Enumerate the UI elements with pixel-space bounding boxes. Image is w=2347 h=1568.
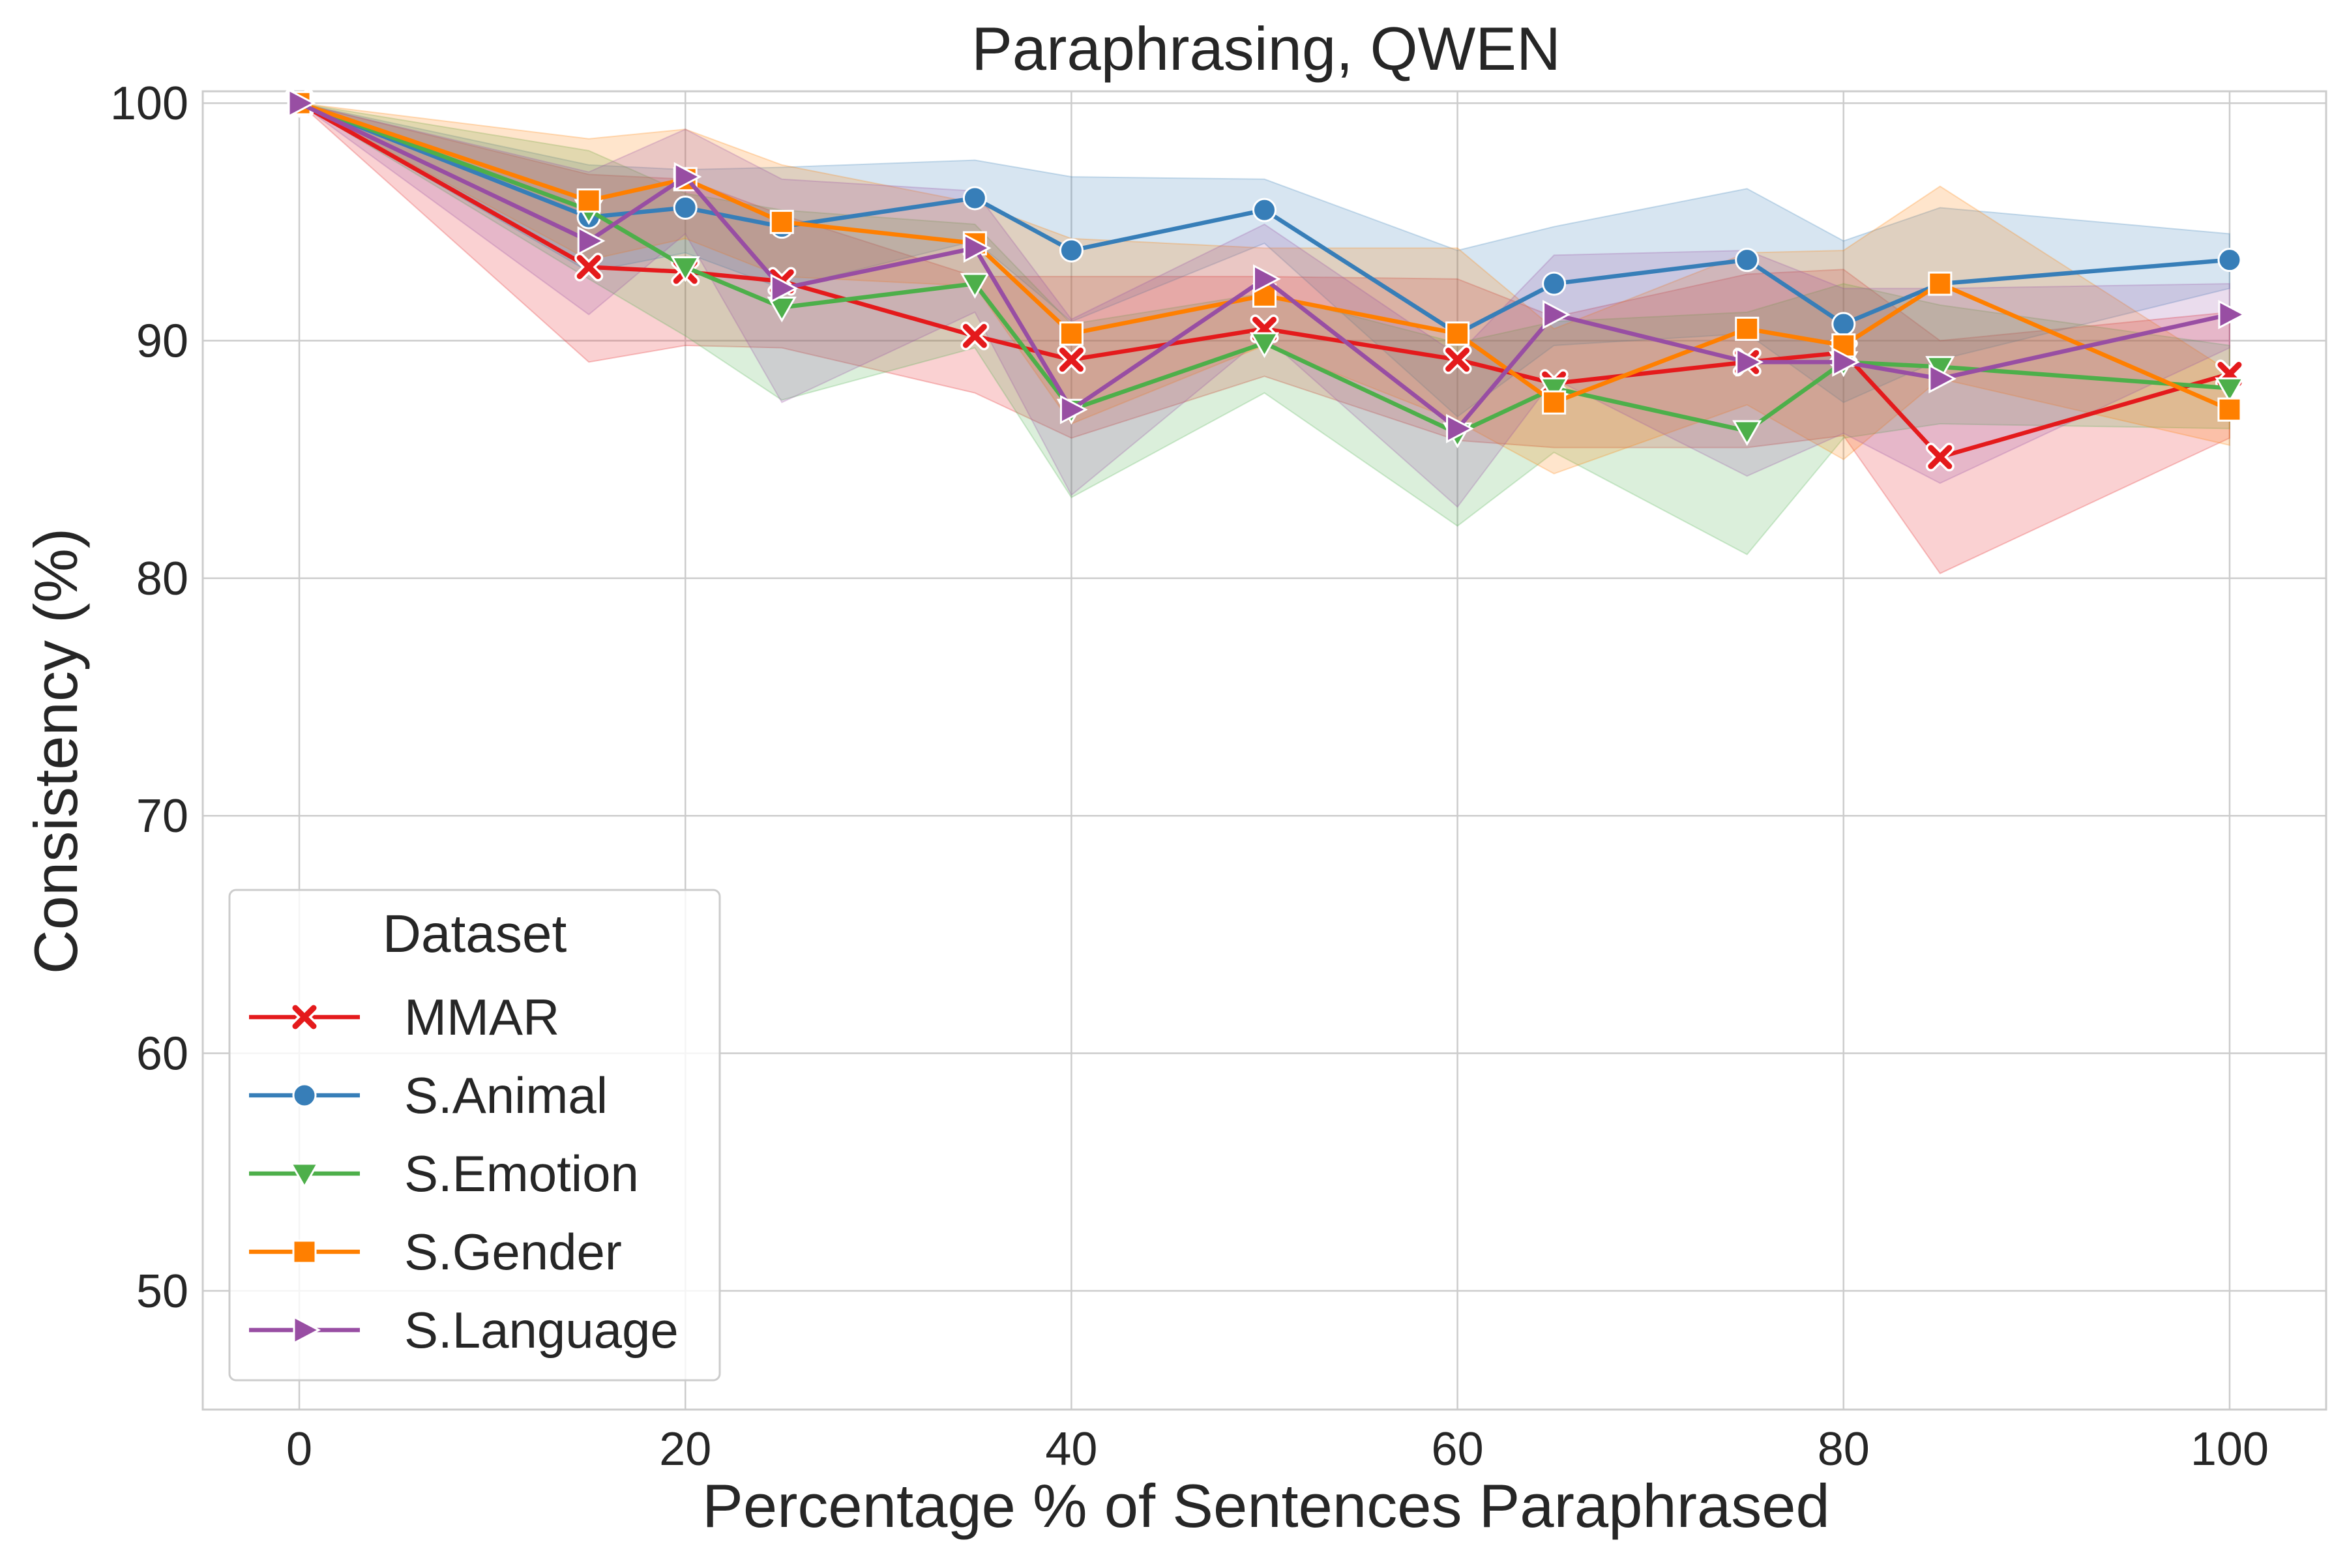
legend-label: S.Emotion [404,1145,639,1202]
data-point [670,256,700,282]
data-point [1249,332,1280,359]
marker-cross [292,1005,317,1029]
legend-frame [228,889,721,1382]
data-point [769,209,794,234]
data-point [1925,443,1955,472]
y-tick-label: 50 [136,1265,188,1318]
x-tick-label: 100 [2191,1423,2269,1475]
chart-title: Paraphrasing, QWEN [971,14,1561,83]
data-point [1928,271,1953,296]
marker-cross [1059,348,1084,372]
x-tick-label: 0 [286,1423,312,1475]
data-point [963,233,992,263]
y-tick-label: 90 [136,316,188,368]
legend-marker [290,1003,319,1031]
legend-label: S.Language [404,1301,679,1359]
data-point [1735,347,1764,377]
data-point [574,252,604,282]
data-point [1057,345,1086,374]
data-point [1832,347,1860,377]
data-point [2217,248,2242,273]
legend-marker [289,1162,319,1189]
data-point [2218,299,2247,329]
data-point [1253,264,1281,294]
y-axis-label: Consistency (%) [22,528,90,974]
x-tick-label: 20 [659,1423,711,1475]
data-point [1059,238,1084,263]
data-point [1543,299,1571,329]
legend-marker [293,1315,321,1345]
y-tick-label: 60 [136,1028,188,1080]
data-point [1059,394,1088,424]
legend-title: Dataset [383,904,567,964]
data-point [770,273,799,303]
marker-cross [1928,445,1953,469]
plot-frame [201,90,2327,1411]
data-point [960,273,990,299]
legend-label: S.Gender [404,1223,622,1280]
data-point [1928,364,1957,394]
data-point [1445,321,1470,346]
y-tick-label: 80 [136,553,188,605]
x-axis-label: Percentage % of Sentences Paraphrased [702,1472,1830,1540]
data-point [288,88,316,118]
y-tick-label: 100 [110,78,188,130]
data-point [1735,248,1760,273]
data-point [673,162,702,192]
x-tick-label: 40 [1045,1423,1097,1475]
data-point [673,196,698,220]
data-point [1252,198,1277,222]
marker-cross [962,323,987,348]
marker-cross [1445,348,1470,372]
data-point [962,186,987,211]
data-point [1831,312,1856,336]
legend-marker [292,1083,317,1108]
legend-marker [292,1239,317,1264]
legend-entries: MMAR S.Animal S.Emotion S.Gender S.Language [249,988,679,1359]
plot-area: 0 20 40 60 80 100 50 60 70 80 90 100 [110,78,2327,1475]
data-point [577,226,606,256]
y-tick-label: 70 [136,790,188,842]
x-tick-label: 60 [1432,1423,1484,1475]
x-tick-label: 80 [1818,1423,1870,1475]
data-point [2217,397,2242,422]
data-point [1542,390,1567,415]
data-point [576,188,601,213]
legend: Dataset MMAR S.Animal S.Emotion S.Gender S.L… [228,889,721,1382]
marker-cross [576,255,601,280]
legend-label: S.Animal [404,1067,608,1124]
data-point [1446,413,1474,443]
data-point [767,297,797,323]
data-point [960,321,990,351]
legend-label: MMAR [404,988,559,1046]
data-point [2215,377,2245,404]
data-point [1059,321,1084,346]
data-point [1443,345,1472,374]
data-point [1732,420,1762,447]
data-point [1539,377,1569,404]
data-point [1542,271,1567,296]
data-point [1735,316,1760,341]
